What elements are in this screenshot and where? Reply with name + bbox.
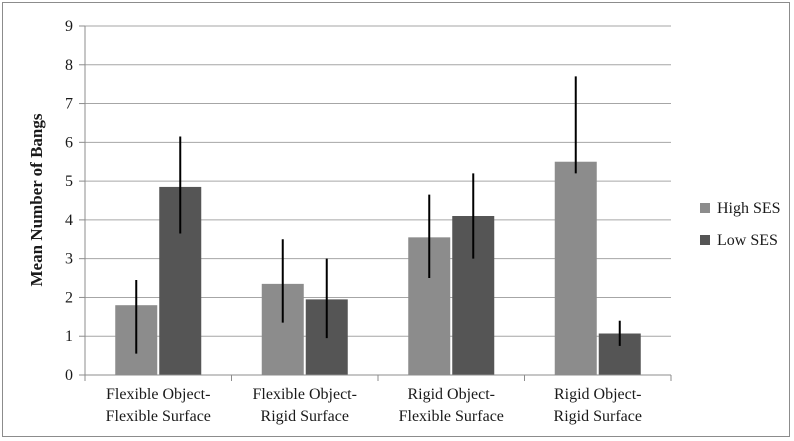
axes xyxy=(84,26,672,381)
y-tick-label: 5 xyxy=(65,173,73,190)
bar-high-ses xyxy=(554,161,597,375)
y-tick-label: 6 xyxy=(65,134,73,151)
x-category-label: Rigid Object- xyxy=(407,386,495,403)
y-axis-label: Mean Number of Bangs xyxy=(27,113,46,286)
y-tick-label: 2 xyxy=(65,289,73,306)
x-category-label: Rigid Surface xyxy=(261,408,349,425)
legend: High SES Low SES xyxy=(700,200,781,249)
legend-swatch xyxy=(700,203,710,213)
legend-swatch xyxy=(700,235,710,245)
legend-label: High SES xyxy=(717,200,781,217)
y-tick-label: 9 xyxy=(65,18,73,35)
x-category-label: Flexible Surface xyxy=(399,408,504,425)
x-category-label: Flexible Object- xyxy=(253,386,357,403)
x-category-label: Flexible Object- xyxy=(106,386,210,403)
y-tick-label: 8 xyxy=(65,57,73,74)
y-tick-label: 1 xyxy=(65,328,73,345)
y-tick-label: 3 xyxy=(65,251,73,268)
x-category-label: Flexible Surface xyxy=(106,408,211,425)
y-tick-label: 4 xyxy=(65,212,73,229)
y-tick-label: 7 xyxy=(65,96,73,113)
x-category-label: Rigid Surface xyxy=(554,408,642,425)
x-axis-categories: Flexible Object- Flexible Surface Flexible… xyxy=(106,386,642,425)
legend-label: Low SES xyxy=(717,232,778,249)
y-axis-ticks: 0 1 2 3 4 5 6 7 8 9 xyxy=(65,18,85,384)
x-category-label: Rigid Object- xyxy=(554,386,642,403)
bars xyxy=(115,161,641,375)
error-bars xyxy=(135,76,621,354)
y-tick-label: 0 xyxy=(65,367,73,384)
